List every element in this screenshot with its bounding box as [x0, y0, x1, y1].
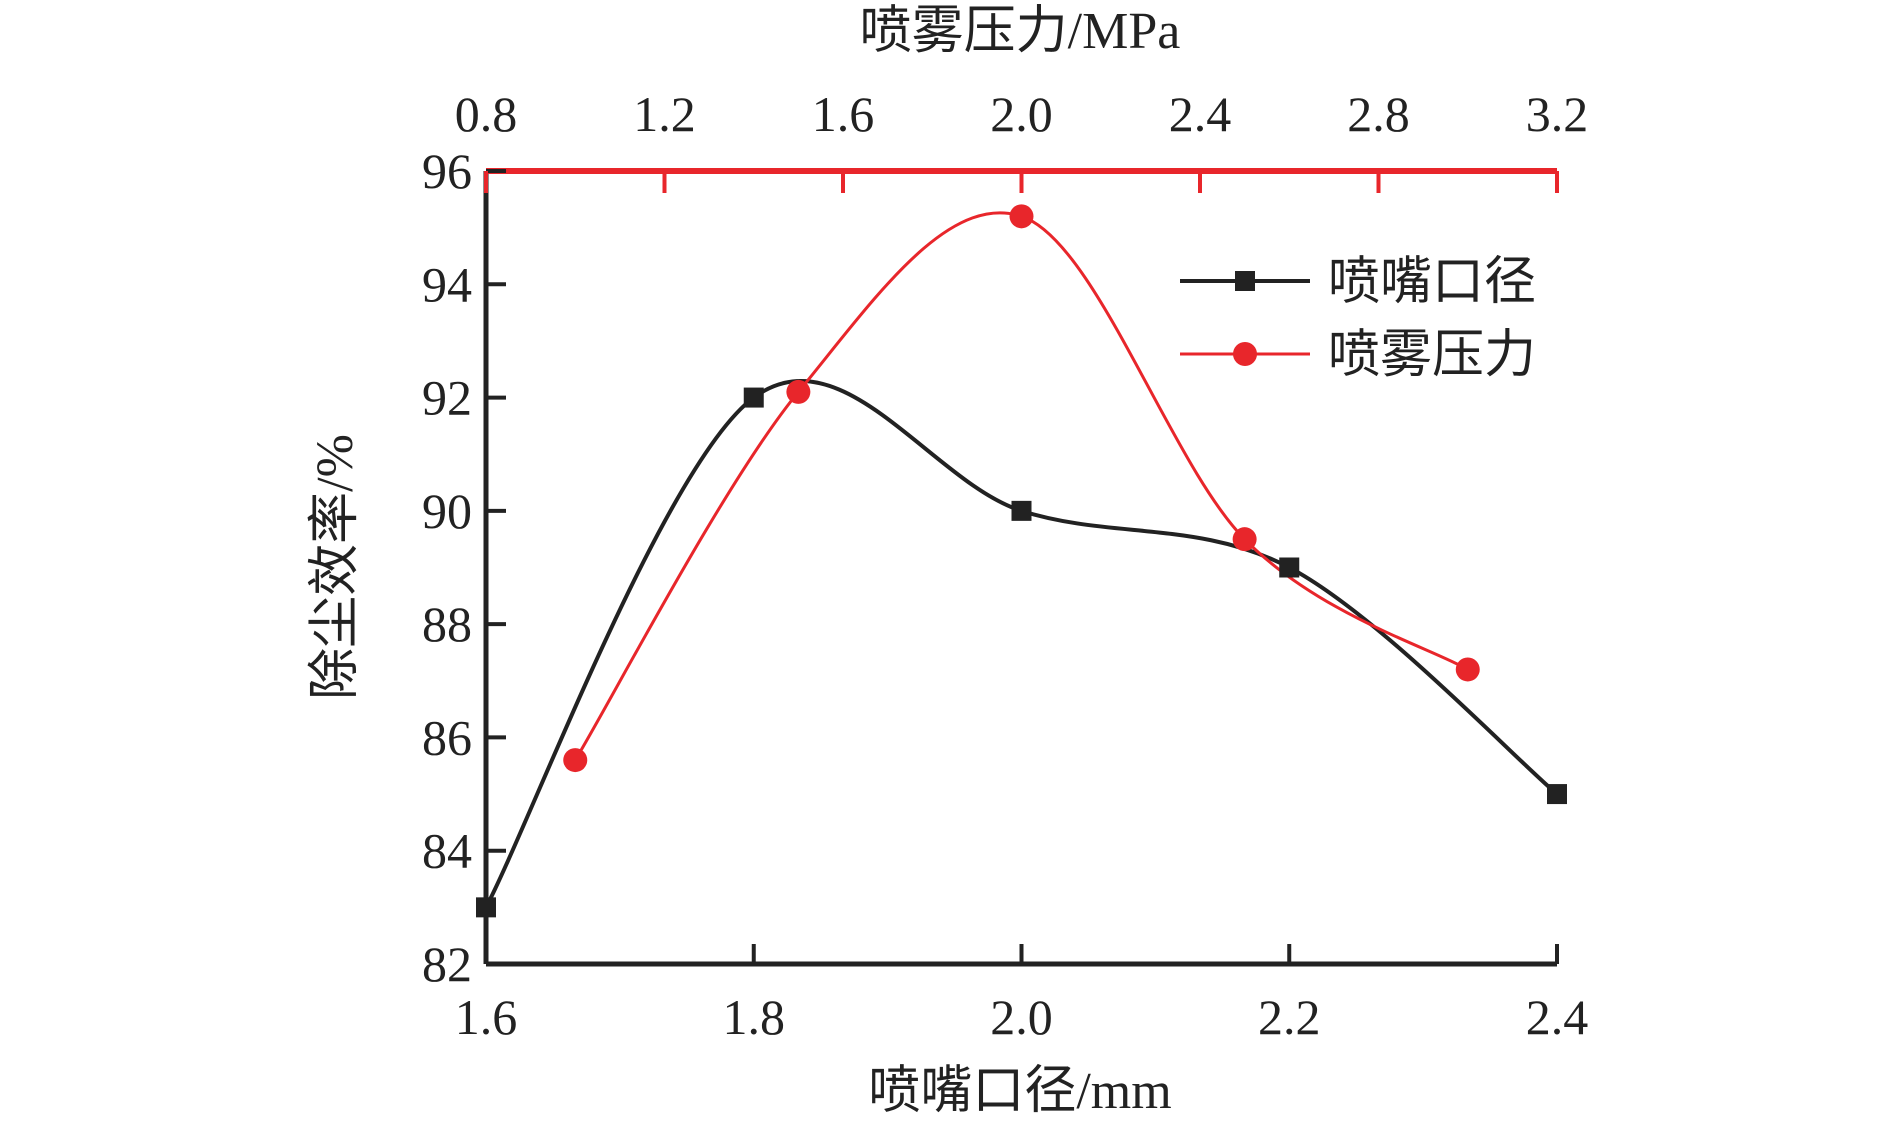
data-point-circle [563, 748, 588, 773]
data-point-circle [1009, 204, 1034, 229]
legend-label: 喷雾压力 [1328, 327, 1536, 384]
data-point-square [476, 897, 496, 918]
legend-marker-circle [1233, 342, 1257, 366]
data-point-square [1279, 557, 1300, 578]
series-curves [484, 211, 1559, 909]
data-point-square [1011, 500, 1032, 521]
y-tick-label: 86 [422, 709, 472, 765]
series-markers [476, 204, 1567, 918]
legend-marker-square [1235, 271, 1255, 291]
legend-label: 喷嘴口径 [1328, 254, 1536, 311]
data-point-circle [1455, 657, 1480, 682]
x-top-tick-label: 2.8 [1347, 86, 1410, 142]
y-axis-label: 除尘效率/% [307, 434, 364, 700]
data-point-circle [786, 379, 811, 404]
y-tick-label: 90 [422, 483, 472, 539]
x-top-axis-label: 喷雾压力/MPa [860, 3, 1181, 60]
x-bottom-tick-label: 2.0 [990, 989, 1053, 1045]
x-bottom-tick-label: 1.8 [723, 989, 786, 1045]
y-tick-label: 84 [422, 823, 472, 879]
x-bottom-axis-label: 喷嘴口径/mm [868, 1063, 1171, 1120]
x-top-tick-label: 1.6 [812, 86, 875, 142]
x-top-tick-label: 0.8 [455, 86, 518, 142]
x-top-tick-label: 2.0 [990, 86, 1053, 142]
y-tick-label: 96 [422, 143, 472, 199]
x-bottom-tick-label: 2.2 [1258, 989, 1321, 1045]
x-top-tick-label: 1.2 [633, 86, 696, 142]
x-bottom-tick-label: 1.6 [455, 989, 518, 1045]
x-top-tick-label: 3.2 [1526, 86, 1589, 142]
x-bottom-tick-label: 2.4 [1526, 989, 1589, 1045]
y-tick-label: 82 [422, 936, 472, 992]
data-point-circle [1232, 527, 1257, 552]
axes: 82 84 86 88 90 92 94 96 1.6 1.8 2.0 2.2 2.4 0.8 1.2 1.6… [422, 86, 1588, 1045]
y-tick-label: 94 [422, 256, 472, 312]
series-line-nozzle-diameter [484, 379, 1559, 909]
data-point-square [1547, 784, 1567, 805]
x-top-tick-label: 2.4 [1169, 86, 1232, 142]
y-tick-label: 88 [422, 596, 472, 652]
data-point-square [743, 387, 764, 408]
y-tick-label: 92 [422, 370, 472, 426]
